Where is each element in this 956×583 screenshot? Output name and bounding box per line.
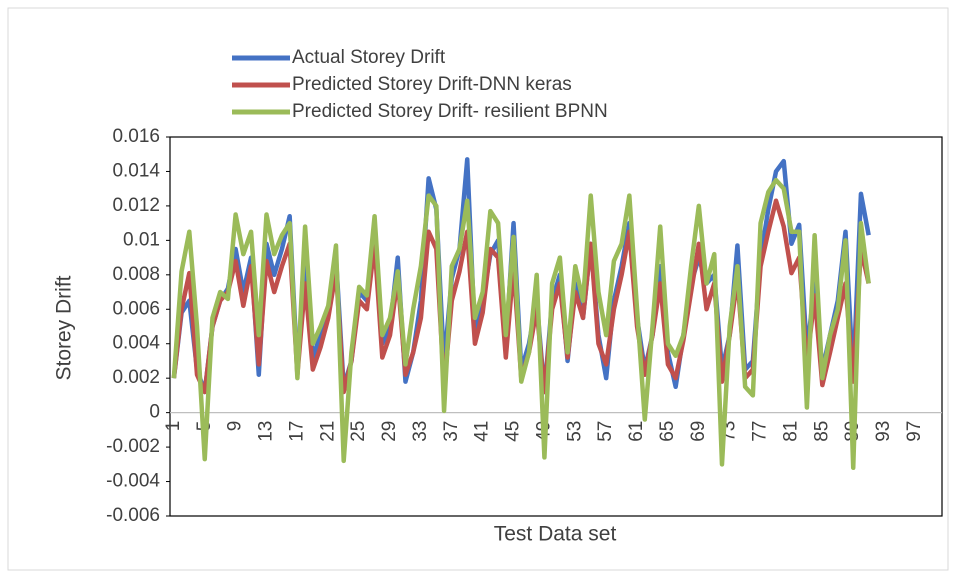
y-tick-label: 0.016 [112, 126, 160, 147]
x-axis-title: Test Data set [494, 523, 617, 546]
x-tick-label: 9 [225, 421, 246, 432]
x-tick-label: 77 [750, 421, 771, 442]
x-tick-label: 21 [317, 421, 338, 442]
y-tick-label: 0.014 [112, 160, 160, 181]
y-tick-label: 0.002 [112, 367, 160, 388]
y-tick-label: 0.006 [112, 298, 160, 319]
y-tick-label: 0.004 [112, 333, 160, 354]
legend-label: Actual Storey Drift [292, 47, 446, 68]
x-tick-label: 25 [348, 421, 369, 442]
x-tick-label: 61 [626, 421, 647, 442]
x-tick-label: 53 [564, 421, 585, 442]
y-tick-label: -0.006 [106, 505, 160, 526]
series-line [171, 177, 871, 471]
y-tick-label: 0.008 [112, 264, 160, 285]
x-tick-label: 93 [873, 421, 894, 442]
x-tick-label: 37 [441, 421, 462, 442]
x-tick-label: 17 [286, 421, 307, 442]
y-tick-label: 0.012 [112, 195, 160, 216]
x-tick-label: 45 [503, 421, 524, 442]
y-tick-label: 0.01 [123, 229, 160, 250]
x-tick-label: 97 [904, 421, 925, 442]
x-tick-label: 13 [256, 421, 277, 442]
y-tick-label: 0 [149, 402, 160, 423]
x-tick-label: 65 [657, 421, 678, 442]
x-tick-label: 69 [688, 421, 709, 442]
legend-label: Predicted Storey Drift- resilient BPNN [292, 101, 608, 122]
legend-label: Predicted Storey Drift-DNN keras [292, 74, 572, 95]
x-tick-label: 1 [163, 421, 184, 432]
chart-frame [7, 7, 949, 571]
x-tick-label: 85 [811, 421, 832, 442]
y-axis-title: Storey Drift [53, 275, 76, 380]
x-tick-label: 41 [472, 421, 493, 442]
y-tick-label: -0.004 [106, 471, 160, 492]
y-tick-label: -0.002 [106, 436, 160, 457]
x-tick-label: 33 [410, 421, 431, 442]
x-tick-label: 81 [780, 421, 801, 442]
plot-frame [169, 136, 943, 517]
x-tick-label: 29 [379, 421, 400, 442]
x-tick-label: 57 [595, 421, 616, 442]
